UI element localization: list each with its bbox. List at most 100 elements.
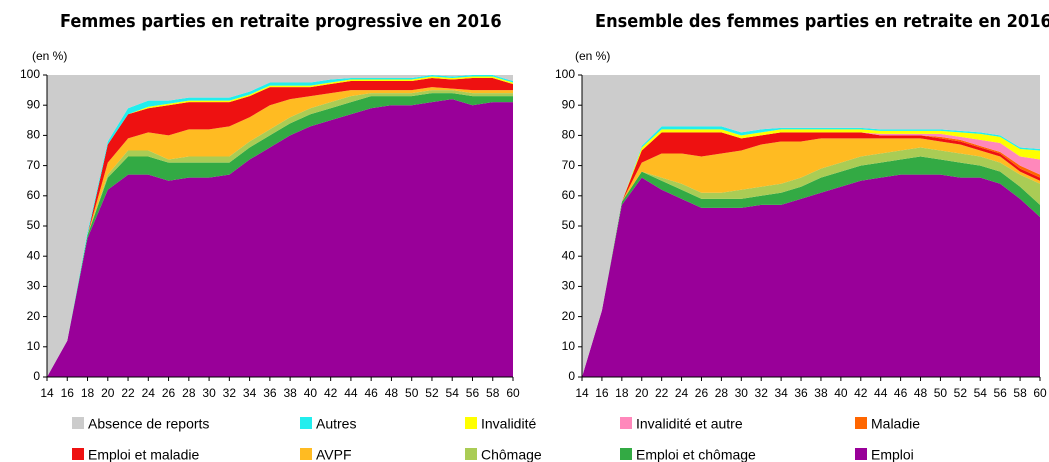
legend-label: Absence de reports [88, 416, 209, 432]
x-tick-label: 34 [774, 386, 788, 400]
legend-swatch [300, 417, 312, 429]
y-tick-label: 0 [568, 369, 575, 383]
y-tick-label: 100 [20, 67, 40, 81]
chart-title: Femmes parties en retraite progressive e… [60, 11, 502, 32]
x-tick-label: 44 [344, 386, 358, 400]
legend-label: Chômage [481, 447, 542, 462]
x-tick-label: 26 [695, 386, 709, 400]
x-tick-label: 32 [223, 386, 237, 400]
legend-swatch [855, 448, 867, 460]
x-tick-label: 18 [81, 386, 95, 400]
area: Absence de reports [582, 75, 1040, 377]
y-tick-label: 60 [562, 188, 576, 202]
legend-swatch [72, 448, 84, 460]
x-tick-label: 60 [506, 386, 520, 400]
area: Emploi [582, 174, 1040, 377]
x-tick-label: 54 [446, 386, 460, 400]
area: Emploi [47, 99, 513, 377]
x-tick-label: 50 [934, 386, 948, 400]
y-tick-label: 100 [555, 67, 575, 81]
legend-swatch [72, 417, 84, 429]
x-tick-label: 42 [324, 386, 338, 400]
x-tick-label: 56 [466, 386, 480, 400]
x-tick-label: 14 [40, 386, 54, 400]
x-tick-label: 46 [364, 386, 378, 400]
x-tick-label: 40 [304, 386, 318, 400]
y-tick-label: 90 [27, 97, 41, 111]
x-tick-label: 22 [121, 386, 135, 400]
y-tick-label: 0 [33, 369, 40, 383]
x-tick-label: 14 [575, 386, 589, 400]
y-tick-label: 70 [27, 158, 41, 172]
x-tick-label: 24 [142, 386, 156, 400]
chart-title: Ensemble des femmes parties en retraite … [595, 11, 1049, 32]
legend-label: Emploi et maladie [88, 447, 199, 462]
y-tick-label: 50 [27, 218, 41, 232]
y-tick-label: 30 [27, 279, 41, 293]
legend-label: Invalidité [481, 416, 536, 432]
y-tick-label: 20 [27, 309, 41, 323]
x-tick-label: 16 [595, 386, 609, 400]
x-tick-label: 20 [101, 386, 115, 400]
legend-label: Emploi [871, 447, 914, 462]
legend-label: Invalidité et autre [636, 416, 743, 432]
x-tick-label: 24 [675, 386, 689, 400]
area: Emploi et chômage [582, 156, 1040, 377]
legend-swatch [300, 448, 312, 460]
x-tick-label: 60 [1033, 386, 1047, 400]
legend-swatch [620, 448, 632, 460]
y-tick-label: 40 [27, 248, 41, 262]
y-tick-label: 10 [27, 339, 41, 353]
x-tick-label: 20 [635, 386, 649, 400]
x-tick-label: 54 [974, 386, 988, 400]
x-tick-label: 36 [263, 386, 277, 400]
x-tick-label: 34 [243, 386, 257, 400]
y-axis-label: (en %) [575, 49, 610, 63]
legend-swatch [855, 417, 867, 429]
x-tick-label: 28 [715, 386, 729, 400]
legend-swatch [620, 417, 632, 429]
x-tick-label: 48 [385, 386, 399, 400]
legend-label: Maladie [871, 416, 920, 432]
x-tick-label: 18 [615, 386, 629, 400]
x-tick-label: 30 [735, 386, 749, 400]
legend-label: Autres [316, 416, 356, 432]
x-tick-label: 40 [834, 386, 848, 400]
y-tick-label: 70 [562, 158, 576, 172]
legend-label: AVPF [316, 447, 352, 462]
x-tick-label: 32 [755, 386, 769, 400]
x-tick-label: 58 [486, 386, 500, 400]
y-tick-label: 90 [562, 97, 576, 111]
x-tick-label: 52 [954, 386, 968, 400]
x-tick-label: 52 [425, 386, 439, 400]
legend-swatch [465, 448, 477, 460]
x-tick-label: 16 [61, 386, 75, 400]
x-tick-label: 30 [202, 386, 216, 400]
y-axis-label: (en %) [32, 49, 67, 63]
x-tick-label: 56 [993, 386, 1007, 400]
x-tick-label: 38 [283, 386, 297, 400]
y-tick-label: 20 [562, 309, 576, 323]
x-tick-label: 50 [405, 386, 419, 400]
x-tick-label: 42 [854, 386, 868, 400]
x-tick-label: 28 [182, 386, 196, 400]
x-tick-label: 46 [894, 386, 908, 400]
area: Emploi et chômage [47, 93, 513, 378]
x-tick-label: 44 [874, 386, 888, 400]
area: Absence de reports [47, 75, 513, 377]
x-tick-label: 38 [814, 386, 828, 400]
legend-swatch [465, 417, 477, 429]
y-tick-label: 80 [27, 128, 41, 142]
legend-label: Emploi et chômage [636, 447, 756, 462]
y-tick-label: 40 [562, 248, 576, 262]
y-tick-label: 80 [562, 128, 576, 142]
x-tick-label: 48 [914, 386, 928, 400]
x-tick-label: 36 [794, 386, 808, 400]
x-tick-label: 58 [1013, 386, 1027, 400]
y-tick-label: 50 [562, 218, 576, 232]
y-tick-label: 30 [562, 279, 576, 293]
x-tick-label: 22 [655, 386, 669, 400]
x-tick-label: 26 [162, 386, 176, 400]
y-tick-label: 10 [562, 339, 576, 353]
